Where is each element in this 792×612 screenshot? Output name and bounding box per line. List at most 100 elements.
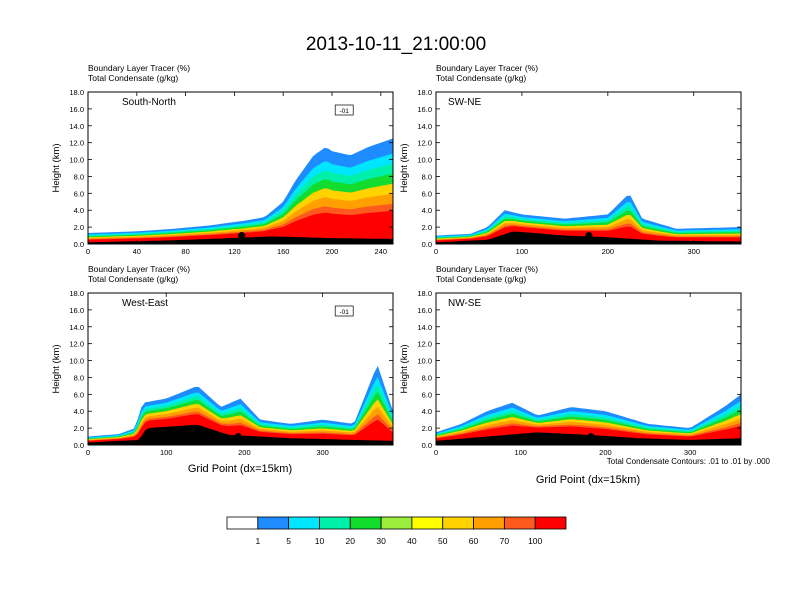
y-tick-label: 16.0: [417, 306, 432, 315]
figure-title: 2013-10-11_21:00:00: [306, 34, 486, 55]
x-tick-label: 300: [316, 448, 329, 457]
colorbar-tick-label: 50: [438, 536, 448, 546]
y-tick-label: 6.0: [74, 390, 84, 399]
y-tick-label: 14.0: [417, 323, 432, 332]
y-tick-label: 0.0: [422, 441, 432, 450]
tracer-layer-7: [88, 210, 393, 244]
panel-label: South-North: [122, 97, 176, 108]
plot-frame: [435, 292, 742, 446]
colorbar-tick-label: 10: [315, 536, 325, 546]
y-tick-label: 12.0: [417, 139, 432, 148]
y-tick-label: 10.0: [417, 357, 432, 366]
y-tick-label: 6.0: [74, 189, 84, 198]
colorbar-tick-label: 60: [469, 536, 479, 546]
colorbar-swatch: [319, 516, 351, 530]
y-tick-label: 6.0: [422, 189, 432, 198]
y-tick-label: 4.0: [422, 206, 432, 215]
colorbar-swatch: [226, 516, 259, 530]
colorbar-tick-label: 40: [407, 536, 417, 546]
y-tick-label: 4.0: [74, 206, 84, 215]
terrain: [88, 236, 393, 244]
y-tick-label: 4.0: [422, 407, 432, 416]
y-tick-label: 8.0: [74, 172, 84, 181]
contour-label-box: [334, 305, 354, 317]
x-tick-label: 0: [434, 448, 438, 457]
plot-frame: [435, 91, 742, 245]
y-tick-label: 2.0: [422, 223, 432, 232]
contour-label: -01: [339, 309, 349, 316]
colorbar-swatch: [442, 516, 474, 530]
panel-3: -01 0.0 2.0 4.0 6.0 8.0 10.0 12.0 14.0 16.0 18.0 0 1…: [51, 264, 394, 457]
panel-label: West-East: [122, 298, 168, 309]
y-tick-label: 0.0: [74, 240, 84, 249]
y-tick-label: 16.0: [69, 105, 84, 114]
x-tick-label: 80: [181, 247, 189, 256]
x-tick-label: 100: [514, 448, 527, 457]
subtitle-tracer: Boundary Layer Tracer (%): [88, 264, 190, 274]
y-tick-label: 12.0: [417, 340, 432, 349]
x-axis-label-right: Grid Point (dx=15km): [536, 474, 640, 486]
x-tick-label: 200: [602, 247, 615, 256]
y-tick-label: 0.0: [422, 240, 432, 249]
panel-1: -01 0.0 2.0 4.0 6.0 8.0 10.0 12.0 14.0 16.0 18.0 0 4…: [51, 63, 394, 256]
site-marker: [585, 232, 593, 240]
y-tick-label: 6.0: [422, 390, 432, 399]
y-tick-label: 2.0: [74, 223, 84, 232]
y-tick-label: 10.0: [417, 156, 432, 165]
x-tick-label: 200: [326, 247, 339, 256]
colorbar-tick-label: 20: [346, 536, 356, 546]
y-tick-label: 14.0: [417, 122, 432, 131]
y-axis-label: Height (km): [51, 143, 62, 192]
y-tick-label: 0.0: [74, 441, 84, 450]
y-tick-label: 4.0: [74, 407, 84, 416]
y-tick-label: 18.0: [69, 289, 84, 298]
terrain: [88, 424, 393, 445]
colorbar-swatch: [411, 516, 444, 530]
subtitle-tracer: Boundary Layer Tracer (%): [436, 63, 538, 73]
x-tick-label: 0: [86, 247, 90, 256]
x-tick-label: 0: [86, 448, 90, 457]
y-tick-label: 12.0: [69, 340, 84, 349]
colorbar-tick-label: 100: [528, 536, 542, 546]
plot-frame: [87, 91, 394, 245]
plot-frame: [87, 292, 394, 446]
y-tick-label: 18.0: [417, 289, 432, 298]
y-tick-label: 14.0: [69, 122, 84, 131]
x-tick-label: 200: [599, 448, 612, 457]
subtitle-condensate: Total Condensate (g/kg): [436, 73, 526, 83]
x-tick-label: 300: [684, 448, 697, 457]
x-tick-label: 160: [277, 247, 290, 256]
panel-label: NW-SE: [448, 298, 481, 309]
x-tick-label: 100: [516, 247, 529, 256]
y-tick-label: 18.0: [417, 88, 432, 97]
colorbar-swatch: [257, 516, 290, 530]
site-marker: [238, 232, 246, 240]
y-tick-label: 18.0: [69, 88, 84, 97]
panel-2: 0.0 2.0 4.0 6.0 8.0 10.0 12.0 14.0 16.0 18.0 0 100 2…: [399, 63, 742, 256]
contour-note: Total Condensate Contours: .01 to .01 by…: [607, 457, 771, 466]
site-marker: [234, 433, 242, 441]
x-tick-label: 0: [434, 247, 438, 256]
subtitle-tracer: Boundary Layer Tracer (%): [88, 63, 190, 73]
y-tick-label: 2.0: [74, 424, 84, 433]
x-axis-label-left: Grid Point (dx=15km): [188, 463, 292, 475]
x-tick-label: 40: [133, 247, 141, 256]
colorbar-swatch: [380, 516, 413, 530]
colorbar-tick-label: 70: [500, 536, 510, 546]
subtitle-tracer: Boundary Layer Tracer (%): [436, 264, 538, 274]
y-tick-label: 10.0: [69, 357, 84, 366]
x-tick-label: 300: [687, 247, 700, 256]
colorbar-tick-label: 5: [286, 536, 291, 546]
y-tick-label: 14.0: [69, 323, 84, 332]
contour-label-box: [334, 104, 354, 116]
y-tick-label: 8.0: [74, 373, 84, 382]
y-tick-label: 16.0: [417, 105, 432, 114]
colorbar-swatch: [534, 516, 567, 530]
colorbar-tick-label: 1: [255, 536, 260, 546]
y-axis-label: Height (km): [399, 344, 410, 393]
subtitle-condensate: Total Condensate (g/kg): [436, 274, 526, 284]
y-tick-label: 12.0: [69, 139, 84, 148]
colorbar-swatch: [503, 516, 536, 530]
y-tick-label: 8.0: [422, 373, 432, 382]
subtitle-condensate: Total Condensate (g/kg): [88, 73, 178, 83]
